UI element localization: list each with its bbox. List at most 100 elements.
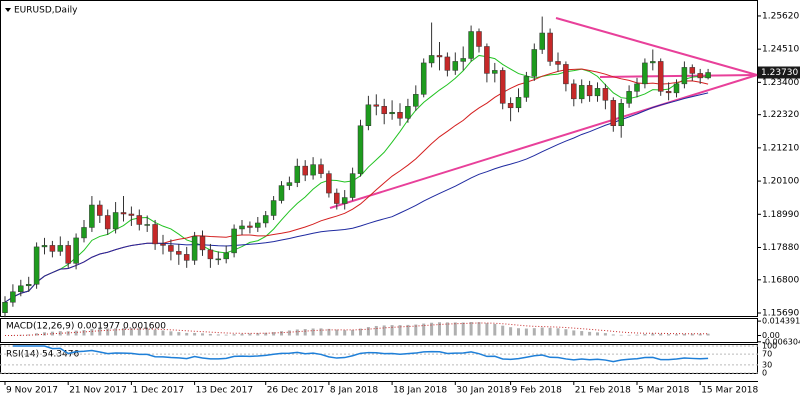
macd-bar [374, 325, 378, 336]
candle-body [349, 173, 356, 198]
candle-body [341, 197, 348, 204]
trendline [599, 74, 758, 78]
candle-body [689, 67, 696, 74]
macd-bar [82, 329, 86, 336]
candle-body [144, 224, 150, 226]
moving-average [4, 54, 709, 303]
macd-bar [98, 328, 102, 336]
x-tick-label: 5 Mar 2018 [638, 386, 690, 396]
candle-body [357, 125, 364, 174]
candle-body [73, 237, 79, 264]
macd-bar [588, 331, 592, 336]
candle-body [452, 61, 459, 71]
macd-tick-label: 0.014391 [762, 317, 800, 326]
menu-arrow[interactable] [5, 8, 11, 12]
candle-body [547, 32, 553, 62]
macd-bar [58, 331, 62, 336]
y-tick-label: 1.15690 [762, 309, 799, 319]
macd-bar [311, 328, 315, 336]
candle-body [618, 103, 624, 126]
candle-body [586, 85, 593, 97]
macd-bar [627, 334, 631, 336]
candle-body [373, 104, 380, 107]
x-tick-label: 9 Feb 2018 [512, 386, 563, 396]
macd-bar [35, 333, 39, 336]
rsi-tick-label: 30 [762, 360, 772, 369]
macd-bar [366, 327, 370, 336]
candle-body [365, 104, 372, 126]
macd-bar [256, 333, 260, 336]
macd-bar [122, 328, 125, 336]
macd-bar [611, 334, 615, 336]
macd-bar [603, 333, 607, 336]
macd-bar [319, 328, 323, 336]
macd-bar [106, 328, 110, 336]
candle-body [563, 64, 569, 85]
candle-body [602, 88, 609, 101]
candle-body [255, 222, 261, 228]
macd-bar [461, 322, 465, 336]
x-tick-label: 1 Dec 2017 [132, 386, 184, 396]
y-tick-label: 1.17880 [762, 243, 799, 253]
trendline [555, 17, 758, 76]
macd-bar [619, 334, 623, 336]
macd-bar [414, 324, 418, 336]
rsi-label: RSI(14) 54.3476 [6, 350, 79, 360]
candle-body [460, 58, 466, 62]
trendline [329, 74, 758, 209]
candle-body [594, 88, 601, 97]
macd-bar [556, 328, 560, 336]
candle-body [507, 103, 514, 109]
macd-bar [74, 330, 78, 336]
macd-bar [208, 333, 212, 336]
macd-bar [690, 333, 694, 336]
candle-body [697, 73, 703, 79]
macd-bar [351, 329, 355, 336]
candle-body [81, 227, 87, 239]
macd-bar [524, 328, 528, 336]
macd-bar [335, 329, 339, 336]
candle-body [318, 164, 324, 174]
macd-bar [185, 332, 189, 336]
candle-body [681, 67, 688, 85]
candle-body [160, 243, 166, 246]
macd-bar [295, 329, 299, 336]
candle-body [499, 70, 506, 104]
candle-body [610, 100, 617, 126]
macd-bar [532, 328, 536, 336]
y-tick-label: 1.20100 [762, 177, 799, 187]
candle-body [436, 55, 443, 58]
macd-bar [193, 332, 197, 336]
macd-bar [596, 332, 599, 336]
candle-body [428, 55, 435, 64]
candle-body [334, 192, 340, 204]
macd-bar [469, 322, 473, 336]
candle-body [286, 182, 293, 186]
candle-body [18, 285, 24, 293]
macd-bar [698, 333, 702, 336]
macd-bar [169, 331, 173, 336]
macd-bar [438, 322, 441, 336]
macd-bar [580, 331, 584, 336]
candle-body [57, 245, 64, 252]
x-tick-label: 18 Jan 2018 [393, 386, 447, 396]
candle-body [49, 245, 56, 252]
y-tick-label: 1.18990 [762, 210, 799, 220]
candle-body [642, 62, 648, 85]
candle-body [65, 245, 71, 264]
macd-bar [161, 330, 165, 336]
macd-bar [667, 334, 671, 336]
macd-bar [327, 328, 331, 336]
macd-bar [248, 333, 252, 336]
candle-body [33, 246, 40, 285]
macd-bar [706, 333, 710, 336]
candle-body [326, 173, 332, 194]
macd-bar [201, 333, 204, 336]
macd-bar [137, 328, 141, 336]
macd-bar [422, 323, 426, 336]
candle-body [294, 165, 301, 183]
candle-body [278, 185, 285, 201]
candle-body [492, 70, 498, 74]
candle-body [183, 254, 190, 261]
candle-body [555, 61, 561, 65]
